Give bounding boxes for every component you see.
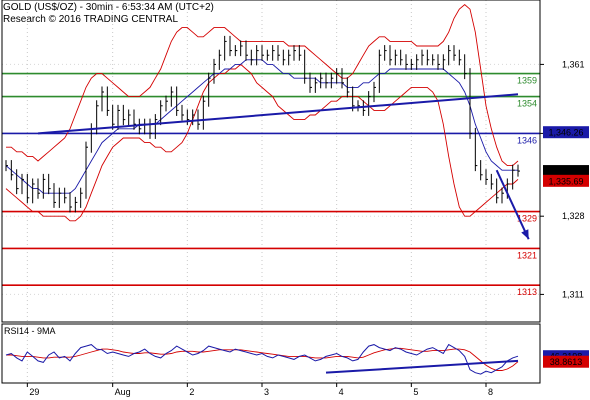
level-label-1329: 1329 [517,214,537,224]
price-box-label: 1,346.26 [548,128,583,138]
rsi-line [5,343,519,375]
time-axis-label: 5 [413,387,418,397]
level-label-1321: 1321 [517,250,537,260]
price-axis: 1,3611,3461,3281,3111,346.261,337.811,33… [540,59,589,299]
price-box [543,126,589,139]
price-box-label: 1,335.69 [548,176,583,186]
time-axis-label: 3 [264,387,269,397]
rsi-value-box [543,355,589,368]
level-label-1354: 1354 [517,99,537,109]
price-box [543,165,589,178]
time-axis: 29 Aug 2 3 4 5 8 [26,383,493,397]
lower-band-line [5,63,519,222]
time-axis-label: 8 [488,387,493,397]
price-axis-label: 1,311 [562,289,584,299]
chart-title: GOLD (US$/OZ) - 30min - 6:53:34 AM (UTC+… [3,2,214,13]
level-label-1313: 1313 [517,287,537,297]
support-resistance-levels: 1359 1354 1346 1329 1321 1313 [2,72,540,297]
chart-copyright: Research © 2016 TRADING CENTRAL [3,14,179,25]
rsi-trendline [325,359,519,374]
price-axis-label: 1,361 [562,59,585,69]
forecast-arrow-shaft [495,169,530,240]
trendline [37,93,519,135]
moving-average-line [5,59,518,194]
time-axis-label: 2 [189,387,194,397]
price-axis-label: 1,328 [562,211,585,221]
chart-frame [1,0,541,384]
price-box-label: 1,337.81 [548,167,583,177]
level-label-1346: 1346 [517,135,537,145]
rsi-ma-line [6,347,519,371]
rsi-panel-border [1,323,541,384]
rsi-title: RSI14 - 9MA [4,326,56,336]
time-axis-label: 29 [29,387,39,397]
time-axis-label: 4 [339,387,344,397]
price-panel-border [1,0,541,323]
time-axis-label: Aug [115,387,131,397]
upper-band-line [6,4,519,167]
rsi-panel: RSI14 - 9MA46.319838.8613 [4,326,589,375]
rsi-value-box-label: 38.8613 [550,357,583,367]
price-box [543,174,589,187]
price-series-group [5,4,530,240]
forecast-arrow-head [521,229,529,240]
level-label-1359: 1359 [517,76,537,86]
